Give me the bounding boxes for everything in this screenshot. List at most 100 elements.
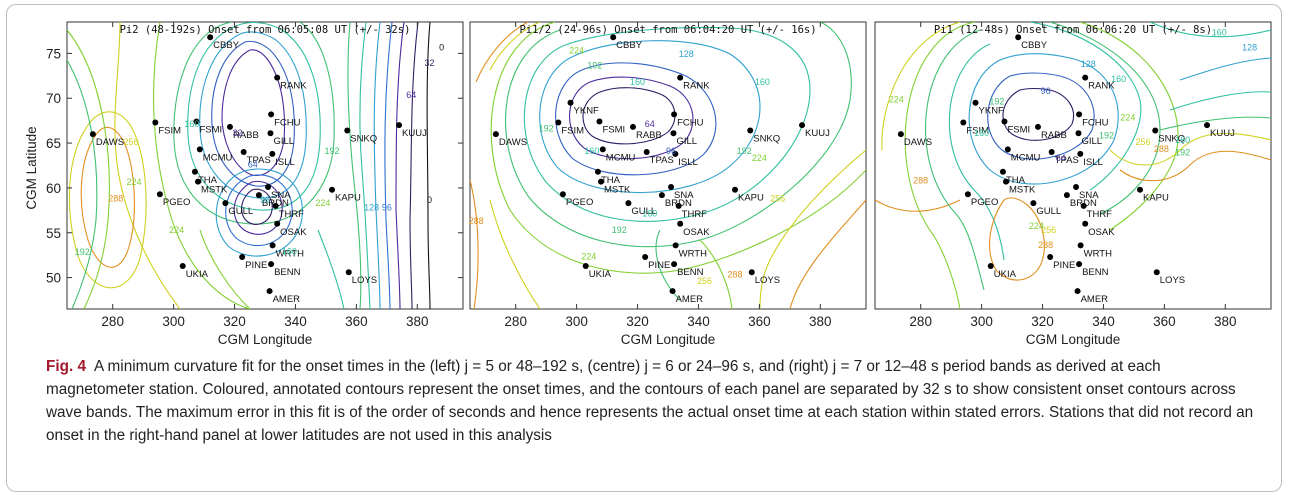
station-marker [675,202,682,209]
contour-label: 192 [989,97,1004,107]
contour-label: 192 [75,247,90,257]
contour-line [968,53,1119,185]
station-marker [670,130,677,137]
station-label: OSAK [683,227,710,238]
station-label: CBBY [616,40,643,51]
station-marker [1075,130,1082,137]
contour-label: 288 [1154,144,1169,154]
station-label: TPAS [650,155,674,166]
station-marker [269,242,276,249]
contour-line [199,31,307,199]
contour-label: 96 [666,146,676,156]
contour-line [789,199,866,309]
station-label: LOYS [755,275,780,286]
x-tick-label: 280 [101,314,124,329]
station-label: FSMI [1007,125,1030,136]
station-marker [266,288,273,295]
station-label: RABB [1041,130,1067,141]
contour-line [373,22,381,309]
station-marker [987,262,994,269]
contour-line [347,22,362,309]
panel-title-right: Pi1 (12-48s) Onset from 06:06:20 UT (+/-… [934,24,1212,36]
contour-line [881,22,961,151]
station-marker [597,178,604,185]
contour-line [555,62,717,176]
station-label: KUUJ [1210,128,1235,139]
station-marker [642,253,649,260]
station-label: FSIM [158,125,181,136]
station-label: THA [1006,175,1026,186]
contour-label: 288 [108,193,123,203]
y-ticks-left: 50 55 60 65 70 75 [46,46,463,286]
station-label: UKIA [589,269,612,280]
plot-area-right [874,21,1272,310]
contour-label: 160 [584,146,599,156]
station-label: ISLL [678,157,698,168]
station-marker [668,184,675,191]
station-label: KUUJ [402,128,427,139]
contour-label: 192 [1175,148,1190,158]
contour-label: 128 [1081,59,1096,69]
station-marker [179,262,186,269]
contour-line [359,22,371,309]
station-marker [1034,123,1041,130]
station-marker [1074,288,1081,295]
contour-label: 160 [630,77,645,87]
contour-line [80,126,135,268]
contour-line [67,29,110,309]
contour-label: 256 [1136,137,1151,147]
station-label: KUUJ [805,128,830,139]
contours-left [67,22,431,309]
station-marker [1076,111,1083,118]
station-label: TPAS [1055,155,1079,166]
y-tick-label: 60 [46,181,61,196]
station-label: FSIM [561,125,584,136]
panel-title-left: Pi2 (48-192s) Onset from 06:05:08 UT (+/… [120,24,411,36]
station-marker [1004,146,1011,153]
contour-label: 32 [233,128,243,138]
station-label: AMER [273,294,301,305]
contour-line [67,59,98,309]
panel-left: CBBY RANK DAWS FSIM FSMI RABB FCHU GILL SNKQ KUUJ… [24,21,464,347]
contour-line [1149,22,1271,38]
station-marker [240,149,247,156]
station-marker [272,202,279,209]
contour-label: 160 [282,246,297,256]
station-marker [1073,184,1080,191]
figure-label: Fig. 4 [46,358,86,375]
contour-line [68,111,147,289]
station-marker [1153,269,1160,276]
station-marker [191,168,198,175]
station-label: FCHU [677,117,704,128]
station-label: TPAS [247,155,271,166]
contour-label: 192 [324,146,339,156]
station-marker [1048,149,1055,156]
contour-line [475,22,529,83]
station-marker [596,118,603,125]
contour-label: 96 [260,195,270,205]
station-marker [555,119,562,126]
contour-labels-right: 224 1921601289616016012819222416019225628… [889,27,1257,250]
contour-line [211,40,295,187]
contour-line [1109,132,1271,166]
station-label: MSTK [201,185,228,196]
contour-line [384,22,393,309]
station-marker [255,192,262,199]
panel-title-centre: Pi1/2 (24-96s) Onset from 06:04:20 UT (+… [519,24,816,36]
contour-label: 256 [697,276,712,286]
station-label: PGEO [971,197,998,208]
contour-label: 0 [439,43,444,53]
station-marker [239,253,246,260]
x-tick-label: 360 [345,314,368,329]
station-label: GILL [676,136,697,147]
station-marker [222,200,229,207]
station-label: LOYS [1160,275,1185,286]
x-ticks-centre: 280 300 320 340 360 380 [504,22,832,329]
station-marker [732,186,739,193]
station-label: RANK [280,81,307,92]
station-label: SNKQ [350,134,377,145]
station-label: CBBY [213,40,240,51]
station-marker [1152,127,1159,134]
station-marker [748,269,755,276]
